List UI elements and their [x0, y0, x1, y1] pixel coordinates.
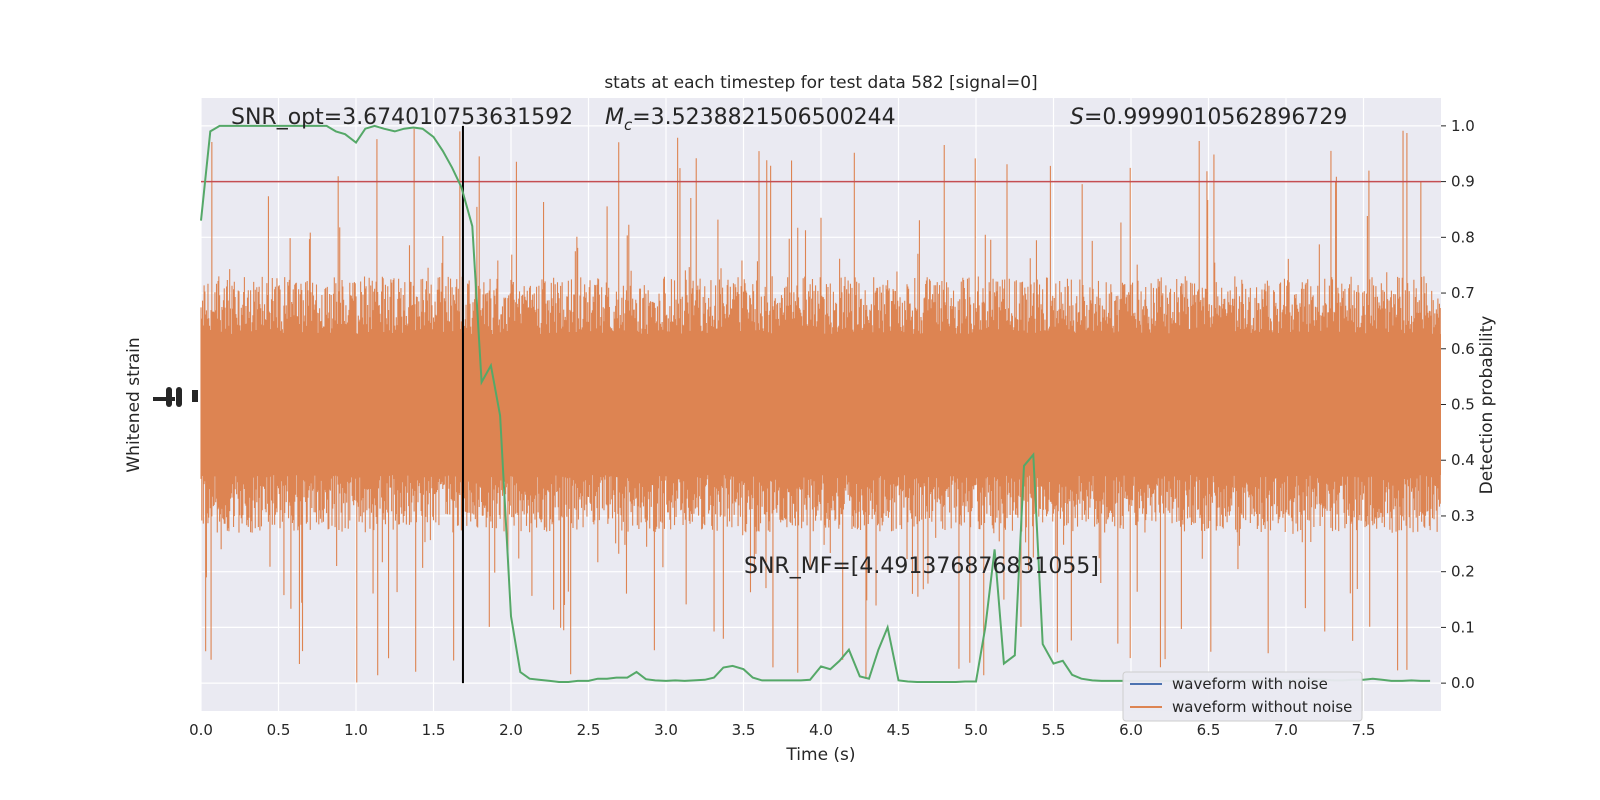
x-tick-label: 0.0	[189, 721, 213, 739]
x-tick-label: 6.0	[1119, 721, 1143, 739]
chart-title: stats at each timestep for test data 582…	[604, 73, 1037, 93]
snr-mf-annotation: SNR_MF=[4.491376876831055]	[744, 554, 1099, 579]
legend-label-with-noise: waveform with noise	[1172, 675, 1328, 693]
x-tick-label: 7.0	[1274, 721, 1298, 739]
x-tick-label: 3.0	[654, 721, 678, 739]
x-tick-label: 1.5	[422, 721, 446, 739]
x-tick-label: 7.5	[1352, 721, 1376, 739]
x-tick-label: 4.5	[887, 721, 911, 739]
x-tick-label: 4.0	[809, 721, 833, 739]
y-tick-label: 1.0	[1451, 117, 1475, 135]
x-tick-label: 2.5	[577, 721, 601, 739]
legend-label-without-noise: waveform without noise	[1172, 698, 1352, 716]
y-tick-label: 0.0	[1451, 674, 1475, 692]
strain-waveform-without-noise	[200, 128, 1441, 683]
y-tick-label: 0.2	[1451, 563, 1475, 581]
x-tick-label: 2.0	[499, 721, 523, 739]
left-axis-collapsed-ticks	[153, 387, 198, 407]
x-tick-label: 5.0	[964, 721, 988, 739]
legend: waveform with noise waveform without noi…	[1122, 671, 1363, 722]
x-tick-label: 3.5	[732, 721, 756, 739]
legend-box	[1122, 671, 1363, 722]
y-tick-label: 0.3	[1451, 507, 1475, 525]
y-tick-label: 0.9	[1451, 173, 1475, 191]
y-tick-label: 0.4	[1451, 451, 1475, 469]
y-tick-label: 0.6	[1451, 340, 1475, 358]
y-tick-label: 0.1	[1451, 618, 1475, 636]
y-tick-label: 0.8	[1451, 228, 1475, 246]
snr-opt-annotation: SNR_opt=3.674010753631592	[231, 105, 573, 130]
x-tick-label: 5.5	[1042, 721, 1066, 739]
x-tick-label: 1.0	[344, 721, 368, 739]
y-tick-label: 0.7	[1451, 284, 1475, 302]
chirp-mass-annotation: Mc=3.5238821506500244	[605, 105, 896, 134]
x-axis-label: Time (s)	[785, 745, 855, 765]
x-axis-ticks: 0.0 0.5 1.0 1.5 2.0 2.5 3.0 3.5 4.0 4.5 5.0 5.5 6.0 6…	[189, 721, 1375, 739]
x-tick-label: 6.5	[1197, 721, 1221, 739]
y-axis-ticks-right: 0.0 0.1 0.2 0.3 0.4 0.5 0.6 0.7 0.8 0.9 1.0	[1441, 117, 1475, 692]
s-statistic-annotation: S=0.9999010562896729	[1070, 105, 1347, 130]
left-y-axis-label: Whitened strain	[124, 337, 144, 472]
x-tick-label: 0.5	[267, 721, 291, 739]
strain-layer	[200, 128, 1441, 683]
right-y-axis-label: Detection probability	[1477, 316, 1497, 495]
y-tick-label: 0.5	[1451, 396, 1475, 414]
